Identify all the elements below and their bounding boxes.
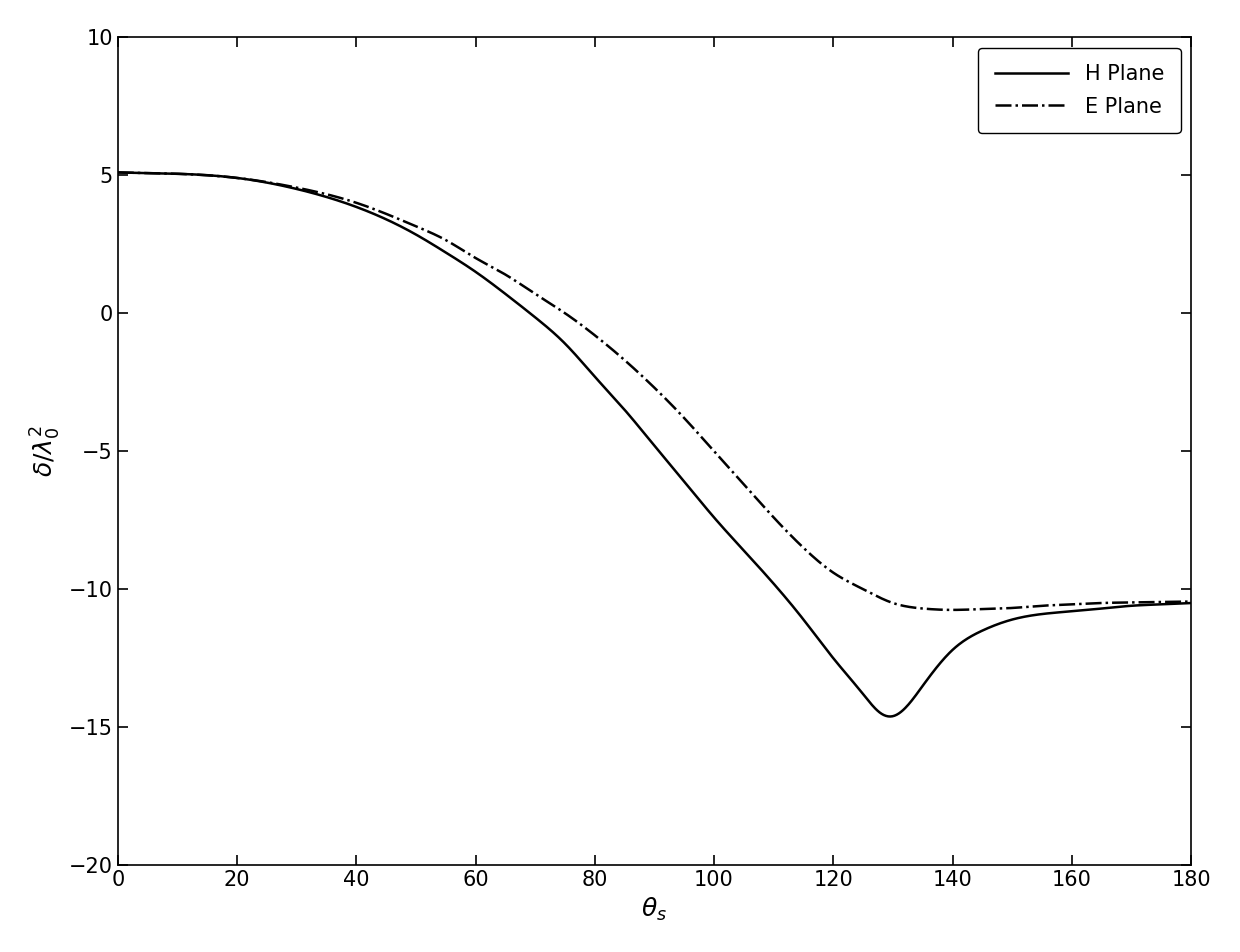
H Plane (1184, 597, 1199, 608)
E Plane (847, 579, 862, 590)
H Plane (967, 628, 982, 640)
E Plane (583, 327, 598, 338)
H Plane (110, 167, 125, 178)
H Plane (847, 678, 862, 689)
E Plane (110, 167, 125, 178)
H Plane (949, 642, 963, 653)
H Plane (219, 171, 234, 183)
X-axis label: $\theta_s$: $\theta_s$ (641, 896, 667, 922)
E Plane (219, 171, 234, 183)
Line: H Plane: H Plane (118, 172, 1192, 717)
Y-axis label: $\delta/\lambda_0^2$: $\delta/\lambda_0^2$ (30, 426, 63, 477)
Legend: H Plane, E Plane: H Plane, E Plane (978, 48, 1180, 133)
E Plane (544, 299, 559, 310)
E Plane (949, 605, 963, 616)
E Plane (967, 604, 982, 615)
Line: E Plane: E Plane (118, 172, 1192, 610)
H Plane (583, 367, 598, 378)
E Plane (945, 605, 960, 616)
H Plane (544, 326, 559, 337)
E Plane (1184, 596, 1199, 607)
H Plane (883, 711, 898, 723)
